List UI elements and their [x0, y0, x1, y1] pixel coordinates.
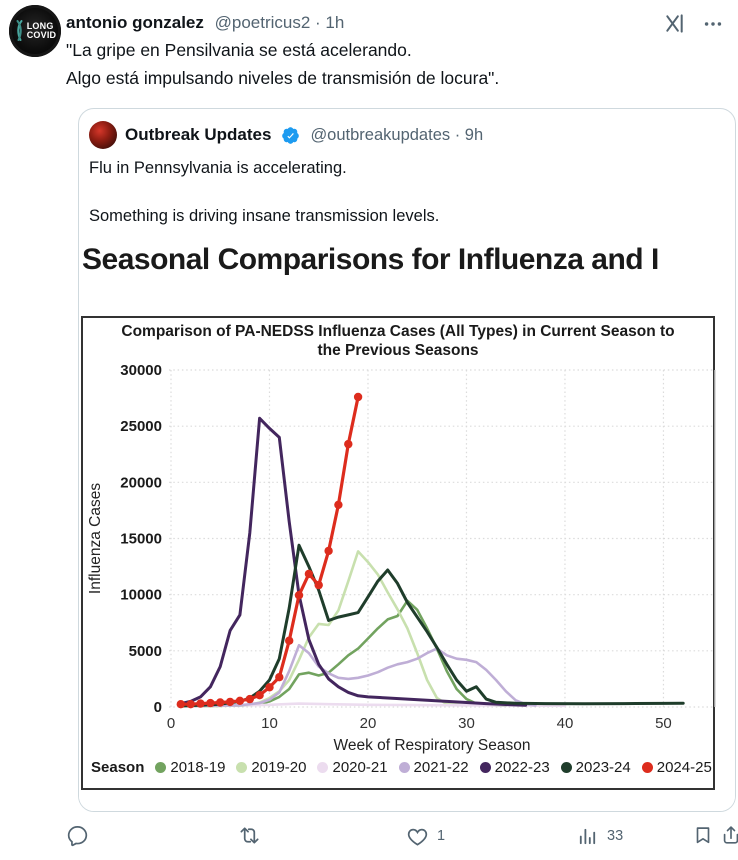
- quoted-image[interactable]: Seasonal Comparisons for Influenza and I…: [79, 235, 735, 811]
- view-count: 33: [607, 828, 624, 844]
- grok-icon[interactable]: [663, 12, 686, 35]
- chart-title-line1: Comparison of PA-NEDSS Influenza Cases (…: [121, 323, 675, 340]
- quoted-avatar[interactable]: [89, 121, 117, 149]
- author-row: antonio gonzalez @poetricus2 · 1h: [66, 13, 344, 33]
- legend-label: 2020-21: [332, 759, 388, 776]
- like-count: 1: [437, 828, 446, 844]
- legend-label: 2023-24: [575, 759, 631, 776]
- legend-item: 2018-19: [155, 759, 225, 776]
- chart-title-line2: the Previous Seasons: [317, 342, 479, 359]
- awareness-ribbon-icon: [16, 20, 23, 41]
- legend-dot-icon: [560, 762, 572, 773]
- svg-text:20: 20: [360, 715, 377, 732]
- tweet-text-line2: Algo está impulsando niveles de transmis…: [66, 68, 500, 88]
- legend-item: 2023-24: [560, 759, 631, 776]
- legend-item: 2024-25: [641, 759, 712, 776]
- legend-label: 2018-19: [170, 759, 226, 776]
- header-actions: [663, 12, 724, 35]
- influenza-chart: 0 5000 10000 15000 20000 25000 30000 0 10 20 30 40 5…: [87, 362, 716, 732]
- quoted-author-name[interactable]: Outbreak Updates: [125, 125, 272, 144]
- legend-dot-icon: [155, 762, 167, 773]
- legend-dot-icon: [236, 762, 248, 773]
- legend-label: 2021-22: [413, 759, 469, 776]
- svg-text:10000: 10000: [120, 587, 162, 604]
- svg-text:0: 0: [154, 699, 162, 716]
- bookmark-button[interactable]: [692, 824, 714, 846]
- legend-item: 2022-23: [479, 759, 550, 776]
- avatar-text: LONG COVID: [26, 21, 57, 40]
- more-icon[interactable]: [702, 13, 724, 35]
- author-name[interactable]: antonio gonzalez: [66, 13, 204, 32]
- svg-text:30: 30: [458, 715, 475, 732]
- verified-badge-icon: [281, 126, 300, 145]
- tweet-text: "La gripe en Pensilvania se está acelera…: [66, 36, 499, 92]
- svg-text:25000: 25000: [120, 418, 162, 435]
- views-button[interactable]: 33: [576, 824, 623, 848]
- legend-item: 2021-22: [398, 759, 469, 776]
- quoted-tweet-card[interactable]: Outbreak Updates @outbreakupdates · 9h F…: [78, 108, 736, 812]
- legend-dot-icon: [317, 762, 329, 773]
- legend-label: 2019-20: [251, 759, 307, 776]
- quoted-text-line2: Something is driving insane transmission…: [89, 207, 440, 225]
- svg-text:10: 10: [261, 715, 278, 732]
- svg-text:20000: 20000: [120, 474, 162, 491]
- chart-legend: Season 2018-19 2019-20 2020-21 2021-22 2022-…: [91, 759, 713, 776]
- legend-item: 2019-20: [236, 759, 306, 776]
- legend-dot-icon: [479, 762, 491, 773]
- author-avatar[interactable]: LONG COVID: [9, 5, 61, 57]
- svg-text:0: 0: [167, 715, 175, 732]
- svg-text:5000: 5000: [129, 643, 162, 660]
- legend-item: 2020-21: [317, 759, 388, 776]
- quoted-handle-time: @outbreakupdates · 9h: [310, 125, 484, 144]
- tweet-action-bar: 1 33: [0, 822, 738, 860]
- quoted-header: Outbreak Updates @outbreakupdates · 9h: [89, 121, 483, 149]
- legend-items: 2018-19 2019-20 2020-21 2021-22 2022-23 2023-…: [155, 759, 712, 776]
- share-button[interactable]: [720, 824, 738, 846]
- repost-button[interactable]: [238, 824, 261, 847]
- chart-xlabel: Week of Respiratory Season: [333, 737, 531, 754]
- legend-dot-icon: [398, 762, 410, 773]
- svg-text:50: 50: [655, 715, 672, 732]
- chart-panel: Comparison of PA-NEDSS Influenza Cases (…: [81, 316, 716, 790]
- svg-text:Influenza Cases: Influenza Cases: [87, 483, 104, 594]
- legend-dot-icon: [641, 762, 653, 773]
- quoted-text-line1: Flu in Pennsylvania is accelerating.: [89, 159, 347, 177]
- legend-label: 2022-23: [494, 759, 550, 776]
- author-handle-time[interactable]: @poetricus2 · 1h: [214, 13, 345, 32]
- like-button[interactable]: 1: [406, 824, 445, 848]
- legend-label: 2024-25: [656, 759, 712, 776]
- svg-text:15000: 15000: [120, 531, 162, 548]
- svg-text:30000: 30000: [120, 362, 162, 379]
- svg-text:40: 40: [557, 715, 574, 732]
- reply-button[interactable]: [66, 824, 89, 847]
- image-heading: Seasonal Comparisons for Influenza and I: [82, 243, 659, 276]
- legend-title: Season: [91, 759, 145, 776]
- tweet-text-line1: "La gripe en Pensilvania se está acelera…: [66, 40, 412, 60]
